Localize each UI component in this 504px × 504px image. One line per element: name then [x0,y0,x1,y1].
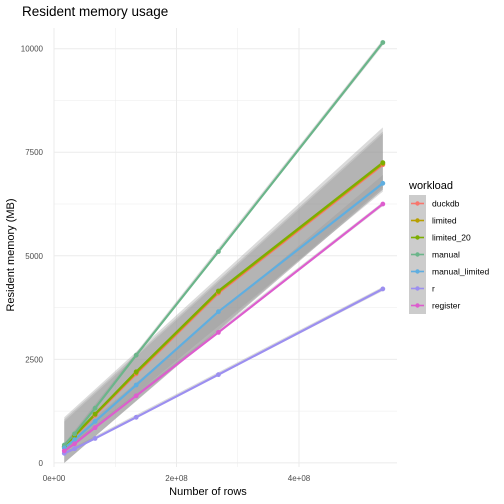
legend-label: r [432,284,435,294]
legend-title: workload [408,180,453,192]
legend-key-point [415,235,420,240]
legend-item-manual: manual [409,246,460,263]
data-point-limited_20 [216,288,221,294]
y-tick-label: 10000 [21,45,44,54]
data-point-manual_limited [133,382,139,388]
x-tick-label: 2e+08 [165,474,188,483]
legend-label: limited [432,216,457,226]
legend-label: manual [432,250,460,260]
confidence-band-duckdb [64,133,383,463]
plot-area: 0 2500 5000 7500 10000 0e+00 2e+08 4e+08 [21,28,397,483]
data-point-manual_limited [380,180,386,186]
x-axis-title: Number of rows [169,486,247,498]
legend-item-limited_20: limited_20 [409,229,471,246]
data-point-manual [133,352,139,358]
legend-label: manual_limited [432,267,489,277]
data-point-manual [380,40,386,45]
legend-key-point [415,269,420,274]
data-point-r [216,372,221,378]
y-tick-label: 2500 [25,355,43,364]
data-point-limited_20 [92,411,98,417]
chart-title: Resident memory usage [22,4,168,19]
legend-item-limited: limited [409,212,457,229]
y-tick-label: 5000 [25,252,43,261]
legend-label: limited_20 [432,233,471,243]
data-point-manual_limited [216,309,221,315]
legend-key-point [415,201,420,206]
data-point-register [61,448,67,454]
legend-item-r: r [409,280,435,297]
data-point-limited_20 [133,369,139,375]
data-point-register [380,201,386,207]
legend-key-point [415,286,420,291]
legend-label: duckdb [432,199,460,209]
plot-panel [54,28,397,467]
y-tick-label: 7500 [25,148,43,157]
data-point-r [72,446,77,452]
x-tick-label: 4e+08 [288,474,311,483]
legend-label: register [432,301,461,311]
x-tick-label: 0e+00 [43,474,66,483]
data-point-register [133,393,139,399]
data-point-manual_limited [72,437,77,443]
data-point-r [380,286,386,292]
data-point-manual [92,405,98,411]
confidence-band-limited [64,131,383,463]
y-tick-label: 0 [39,459,44,468]
y-axis-title: Resident memory (MB) [5,198,17,311]
data-point-register [92,425,98,431]
legend-item-manual_limited: manual_limited [409,263,489,280]
legend-key-point [415,218,420,223]
data-point-manual_limited [92,419,98,424]
data-point-register [216,330,221,335]
legend-item-duckdb: duckdb [409,195,460,212]
data-point-r [133,414,139,420]
data-point-r [92,436,98,441]
data-point-manual [72,431,77,437]
data-point-limited_20 [380,160,386,165]
data-point-register [72,441,77,447]
legend-key-point [415,252,420,257]
legend-item-register: register [409,297,461,314]
data-point-manual [216,249,221,255]
legend-key-point [415,303,420,308]
